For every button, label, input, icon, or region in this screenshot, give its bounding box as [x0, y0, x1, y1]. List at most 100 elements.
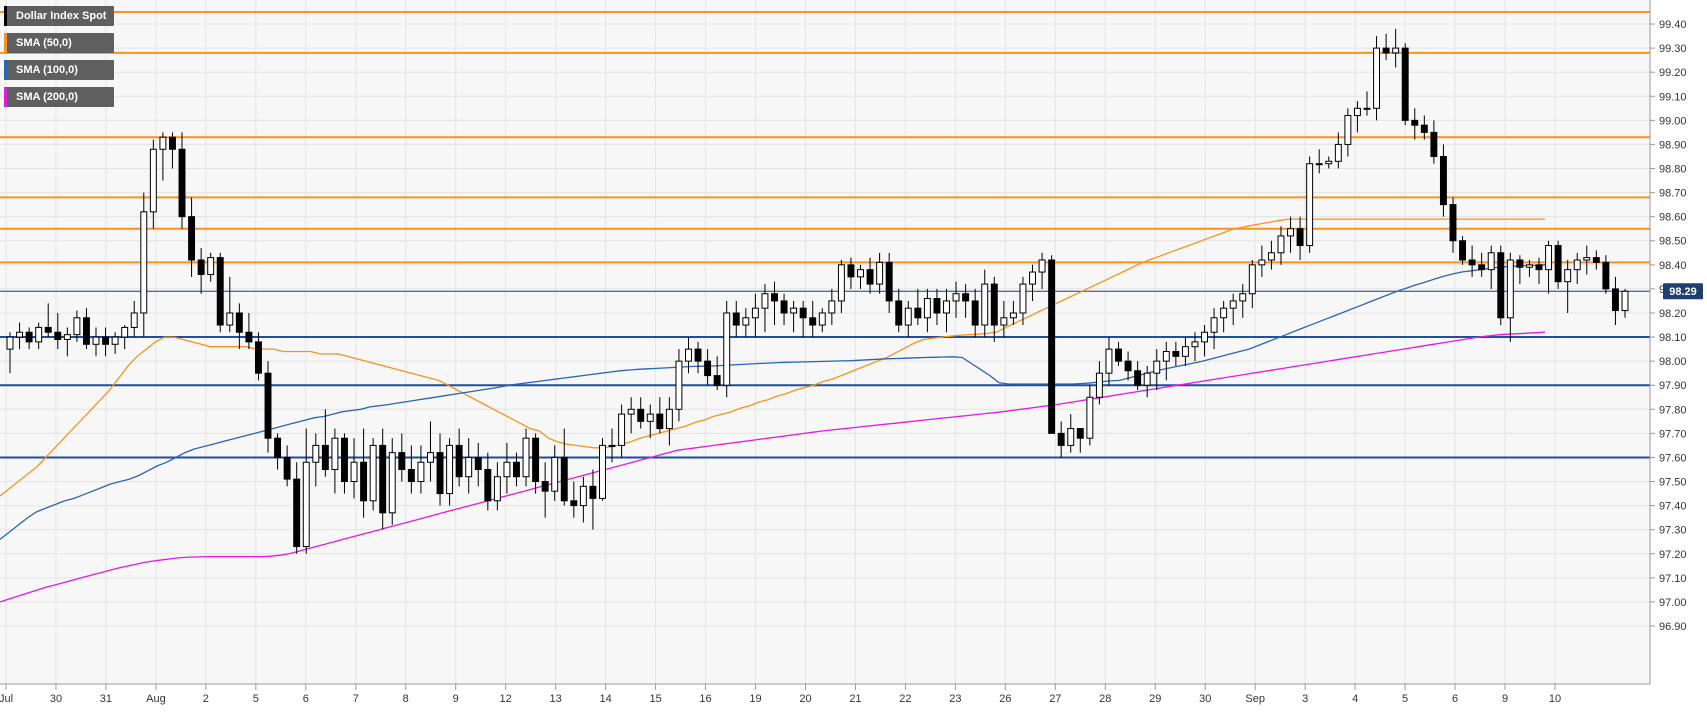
legend-item-sma-100[interactable]: SMA (100,0) [4, 60, 115, 80]
candle-body-up [1153, 360, 1161, 374]
y-tick-label: 99.40 [1659, 19, 1687, 31]
candle-body-up [1239, 293, 1247, 302]
candle-body-down [637, 408, 645, 422]
candle [121, 325, 129, 350]
candle [589, 469, 597, 530]
candle [274, 433, 282, 470]
candle-body-up [665, 408, 673, 430]
candle [866, 257, 874, 294]
x-tick-label: 20 [799, 693, 811, 705]
candle-body-up [1363, 107, 1371, 110]
candle [637, 397, 645, 429]
x-tick-label: Sep [1245, 693, 1265, 705]
candle-body-down [1420, 124, 1428, 133]
candle [207, 252, 215, 282]
candle-body-down [1602, 261, 1610, 290]
legend-swatch [4, 33, 7, 53]
candle [1592, 250, 1600, 270]
candle-body-down [1115, 348, 1122, 362]
candle-body-up [140, 211, 148, 314]
candle-body-down [407, 468, 415, 483]
candle [1248, 260, 1256, 309]
x-tick-label: 5 [1402, 693, 1408, 705]
candle-body-up [551, 456, 559, 492]
x-tick-label: 6 [1452, 693, 1458, 705]
candle-body-down [398, 452, 406, 470]
candle-body-up [417, 461, 425, 483]
candle [1306, 156, 1314, 253]
candle-body-up [159, 136, 167, 150]
legend-item-sma-200[interactable]: SMA (200,0) [4, 87, 115, 107]
candle [92, 327, 100, 357]
candle [1430, 120, 1438, 164]
candle [771, 281, 778, 326]
candle [809, 300, 817, 338]
candle [1057, 421, 1065, 458]
candle [63, 327, 71, 357]
candle [857, 264, 864, 289]
candle-body-up [350, 461, 358, 483]
candle [388, 438, 396, 525]
candle [197, 247, 205, 294]
candle-body-up [1621, 290, 1629, 312]
candle [1220, 300, 1228, 333]
candle-body-up [1248, 264, 1256, 295]
candle-body-up [943, 300, 950, 314]
candle [1201, 325, 1208, 357]
x-tick-label: 16 [699, 693, 711, 705]
candle-body-up [121, 326, 129, 338]
candle [694, 341, 702, 374]
candle-body-down [704, 360, 712, 377]
candle-body-up [1487, 252, 1495, 271]
candle-body-down [283, 456, 291, 480]
candle-body-up [723, 312, 731, 386]
candle [904, 300, 912, 338]
x-tick-label: 30 [50, 693, 62, 705]
candle-body-down [455, 444, 463, 478]
candle-body-down [474, 456, 482, 470]
candle-body-down [799, 307, 807, 319]
candle [369, 438, 377, 511]
x-tick-label: 9 [453, 693, 459, 705]
candle [541, 462, 549, 518]
candle [1506, 252, 1514, 342]
candle [1373, 36, 1381, 121]
candle-body-up [1353, 107, 1361, 117]
candle [1086, 385, 1094, 446]
x-tick-label: 14 [599, 693, 611, 705]
candle-body-up [369, 444, 377, 502]
legend-swatch [4, 87, 7, 107]
candle-body-up [828, 300, 836, 314]
candle-body-up [73, 317, 81, 336]
candle-body-down [484, 468, 492, 502]
candle [1296, 216, 1304, 261]
candle [168, 132, 176, 169]
candle-body-up [1009, 312, 1017, 319]
candle [713, 356, 721, 391]
legend-item-sma-50[interactable]: SMA (50,0) [4, 33, 115, 53]
candle-body-up [981, 283, 989, 326]
candle-body-down [1401, 47, 1409, 121]
candle-body-down [360, 461, 368, 502]
candle [943, 288, 950, 333]
candle-body-up [1315, 163, 1323, 166]
legend-item-dollar-index[interactable]: Dollar Index Spot [4, 6, 115, 26]
candle-body-up [1583, 257, 1591, 261]
x-tick-label: 10 [1549, 693, 1561, 705]
candle [685, 337, 692, 374]
candle [1497, 245, 1505, 326]
candle-body-down [321, 444, 329, 470]
candle [407, 445, 415, 494]
candle-body-down [245, 331, 253, 343]
candle [188, 197, 196, 277]
candle [1000, 300, 1008, 338]
y-tick-label: 97.40 [1659, 501, 1687, 513]
y-tick-label: 97.80 [1659, 404, 1687, 416]
candle-body-up [952, 293, 960, 302]
candle [665, 397, 673, 446]
candle-body-down [274, 437, 282, 458]
candle [82, 308, 90, 350]
candle-body-up [857, 269, 864, 278]
candle-body-up [790, 307, 798, 314]
candle-body-up [1277, 235, 1285, 254]
